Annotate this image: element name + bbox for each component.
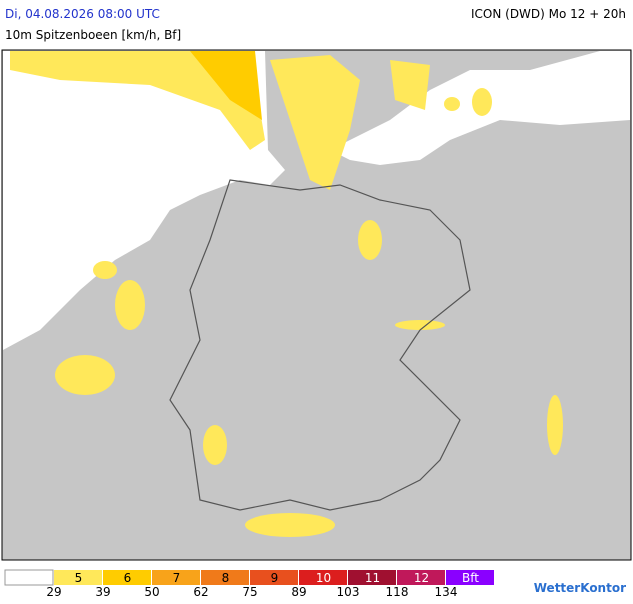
- wind-area: [395, 320, 445, 330]
- legend-threshold: 134: [435, 585, 458, 599]
- wind-area: [55, 355, 115, 395]
- legend-swatch: [201, 570, 249, 585]
- legend-threshold: 103: [337, 585, 360, 599]
- legend-swatch: [348, 570, 396, 585]
- legend-class-label: 10: [316, 571, 331, 585]
- legend-swatch: [103, 570, 151, 585]
- wind-area: [190, 51, 262, 120]
- north-sea: [3, 51, 285, 350]
- wind-area: [115, 280, 145, 330]
- wind-area: [270, 55, 360, 190]
- legend-class-label: 11: [365, 571, 380, 585]
- wind-area: [358, 220, 382, 260]
- legend-swatch: [446, 570, 494, 585]
- wind-area: [472, 88, 492, 116]
- legend-threshold: 39: [95, 585, 110, 599]
- legend-threshold: 62: [193, 585, 208, 599]
- legend-class-label: Bft: [462, 571, 479, 585]
- legend-swatch: [54, 570, 102, 585]
- wind-area: [10, 51, 265, 150]
- wind-area: [547, 395, 563, 455]
- legend-threshold: 29: [46, 585, 61, 599]
- legend-threshold: 89: [291, 585, 306, 599]
- wind-area: [444, 97, 460, 111]
- map: [1, 49, 632, 561]
- wind-area: [93, 261, 117, 279]
- logo: WetterKontor: [534, 581, 626, 595]
- legend-threshold: 75: [242, 585, 257, 599]
- parameter-label: 10m Spitzenboeen [km/h, Bf]: [5, 28, 181, 42]
- wind-area: [245, 513, 335, 537]
- legend-swatch: [152, 570, 200, 585]
- legend-swatch: [250, 570, 298, 585]
- legend-class-label: 5: [75, 571, 83, 585]
- legend-class-label: 12: [414, 571, 429, 585]
- date-label: Di, 04.08.2026 08:00 UTC: [5, 7, 160, 21]
- legend-class-label: 9: [271, 571, 279, 585]
- legend-swatch: [397, 570, 445, 585]
- legend-class-label: 8: [222, 571, 230, 585]
- legend-threshold: 118: [386, 585, 409, 599]
- model-label: ICON (DWD) Mo 12 + 20h: [471, 7, 626, 21]
- border: [169, 179, 471, 511]
- wind-area: [390, 60, 430, 110]
- wind-area: [203, 425, 227, 465]
- legend-class-label: 7: [173, 571, 181, 585]
- legend-threshold: 50: [144, 585, 159, 599]
- legend-swatch: [4, 569, 54, 586]
- legend-class-label: 6: [124, 571, 132, 585]
- legend-swatch: [299, 570, 347, 585]
